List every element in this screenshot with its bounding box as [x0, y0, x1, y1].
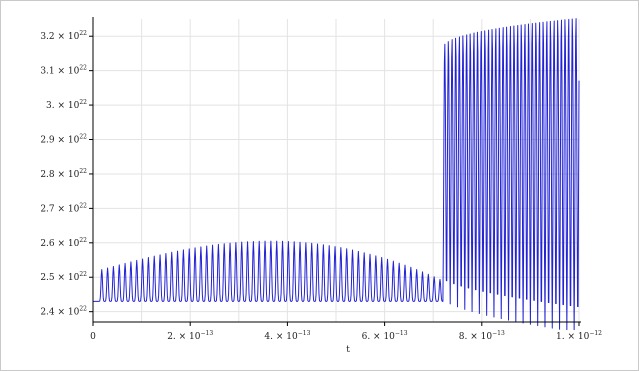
y-tick-label: 2.8 × 1022 — [40, 168, 87, 180]
x-tick-label: 0 — [90, 332, 96, 342]
series-group — [93, 18, 580, 330]
y-tick-label: 2.4 × 1022 — [40, 306, 87, 318]
y-tick-label: 3.2 × 1022 — [40, 30, 87, 42]
x-axis-label: t — [346, 345, 350, 355]
y-tick-label: 2.5 × 1022 — [40, 271, 87, 283]
y-tick-label: 2.7 × 1022 — [40, 202, 87, 214]
y-tick-label: 2.9 × 1022 — [40, 134, 87, 146]
x-tick-label: 6. × 10−13 — [362, 330, 408, 342]
y-tick-label: 3.1 × 1022 — [40, 65, 87, 77]
y-tick-label: 3. × 1022 — [46, 99, 87, 111]
x-tick-label: 2. × 10−13 — [167, 330, 213, 342]
x-tick-label: 8. × 10−13 — [459, 330, 505, 342]
x-tick-label: 4. × 10−13 — [264, 330, 310, 342]
axes — [89, 17, 581, 326]
y-tick-label: 2.6 × 1022 — [40, 237, 87, 249]
series-line — [93, 18, 580, 330]
x-tick-label: 1. × 10−12 — [556, 330, 602, 342]
